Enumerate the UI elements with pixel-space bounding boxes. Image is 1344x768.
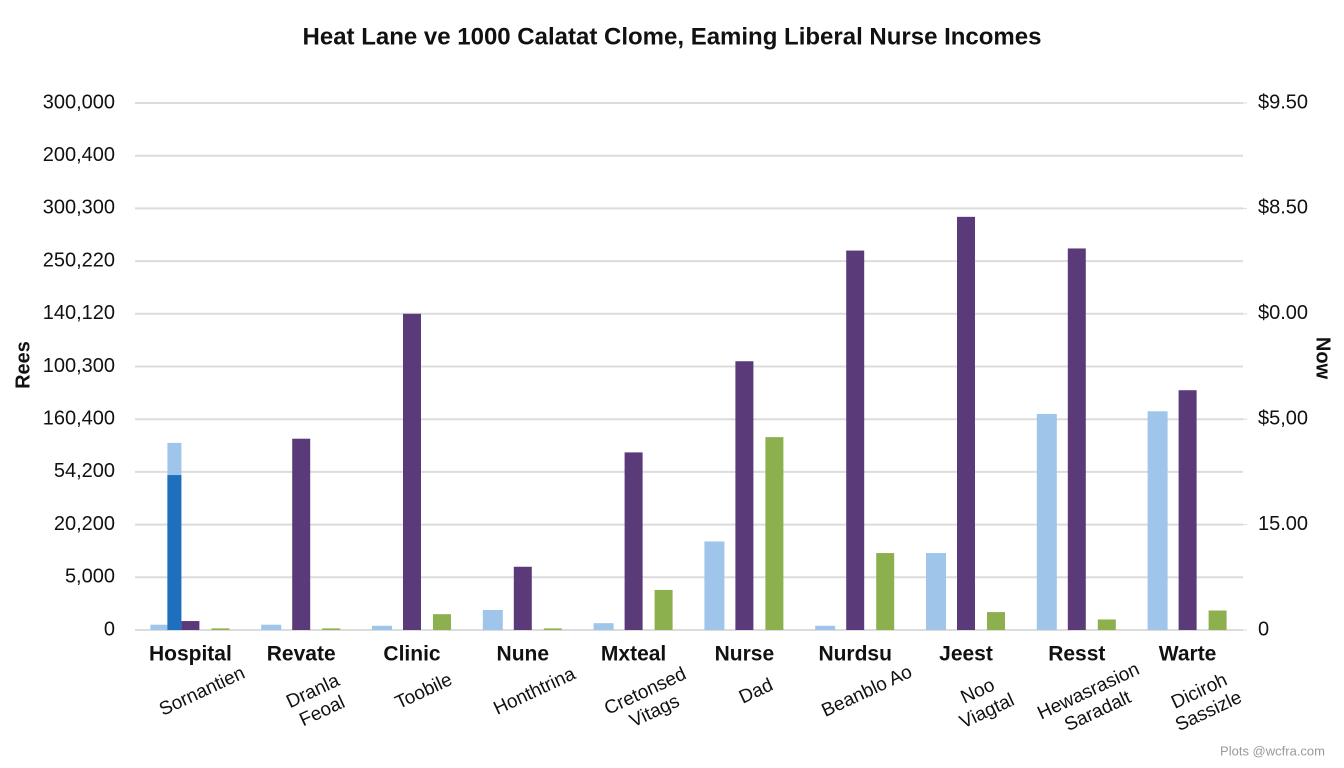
- x-sublabel: HewasrasionSaradalt: [1034, 659, 1152, 744]
- x-sublabel-line: Sornantien: [156, 663, 248, 721]
- x-tick-label: Jeest: [939, 643, 993, 666]
- bar: [1178, 390, 1197, 630]
- bar: [846, 250, 865, 630]
- y2-tick-label: $5,00: [1258, 407, 1308, 429]
- x-tick-label: Hospital: [149, 643, 232, 666]
- x-sublabel: CretonsedVitags: [601, 664, 699, 740]
- y-tick-label: 300,000: [43, 91, 115, 113]
- bar: [1036, 413, 1057, 630]
- bar: [876, 553, 895, 630]
- bar: [654, 589, 673, 630]
- bar: [433, 614, 451, 630]
- x-sublabel-line: Honthtrina: [490, 663, 579, 719]
- y-axis-label: Rees: [12, 341, 34, 389]
- x-tick-label: Clinic: [383, 643, 440, 666]
- bar: [211, 628, 230, 630]
- bar: [372, 625, 392, 630]
- x-sublabel-line: Dad: [736, 675, 776, 709]
- x-sublabel: NooViagtal: [947, 670, 1018, 733]
- x-sublabel: DranlaFeoal: [283, 670, 352, 733]
- x-tick-label: Warte: [1159, 643, 1217, 666]
- x-sublabel: Toobile: [392, 669, 455, 713]
- bar: [735, 361, 754, 630]
- bar: [957, 216, 975, 630]
- chart-title: Heat Lane ve 1000 Calatat Clome, Eaming …: [303, 23, 1042, 50]
- bar: [1097, 619, 1116, 630]
- x-tick-label: Nurse: [715, 643, 775, 666]
- x-sublabel: Beanblo Ao: [819, 662, 916, 722]
- x-tick-label: Nune: [497, 643, 550, 666]
- x-tick-label: Resst: [1048, 643, 1105, 666]
- bar: [815, 625, 836, 630]
- x-tick-label: Revate: [267, 643, 336, 666]
- x-sublabel: DicirohSassizle: [1163, 667, 1245, 736]
- bar: [704, 541, 725, 630]
- y-tick-label: 250,220: [43, 249, 115, 271]
- y-tick-label: 20,200: [54, 513, 115, 535]
- bar: [292, 438, 311, 630]
- bar: [482, 609, 503, 630]
- x-tick-label: Mxteal: [601, 643, 666, 666]
- watermark: Plots @wcfra.com: [1220, 743, 1325, 758]
- y2-tick-label: $9.50: [1258, 91, 1308, 113]
- bar: [513, 566, 532, 630]
- bar: [181, 621, 200, 630]
- y2-tick-label: 15.00: [1258, 513, 1308, 535]
- bar: [624, 452, 643, 630]
- y-tick-label: 5,000: [65, 566, 115, 588]
- x-sublabel: Dad: [736, 675, 776, 709]
- y2-tick-label: 0: [1258, 618, 1269, 640]
- x-sublabel-line: Beanblo Ao: [819, 662, 916, 722]
- y-tick-label: 300,300: [43, 197, 115, 219]
- bar: [765, 437, 784, 630]
- x-sublabel: Sornantien: [156, 663, 248, 721]
- bar: [403, 313, 421, 630]
- x-sublabel: Honthtrina: [490, 663, 579, 719]
- bar: [1147, 411, 1168, 630]
- y-tick-label: 0: [104, 618, 115, 640]
- x-tick-label: Nurdsu: [818, 643, 892, 666]
- bar: [261, 624, 282, 630]
- y-tick-label: 200,400: [43, 144, 115, 166]
- y-tick-label: 140,120: [43, 302, 115, 324]
- bar: [1208, 610, 1227, 630]
- y2-axis-label: Now: [1312, 337, 1334, 380]
- y-tick-label: 54,200: [54, 460, 115, 482]
- y-tick-label: 100,300: [43, 355, 115, 377]
- bar: [543, 628, 562, 630]
- bar: [987, 612, 1005, 630]
- bar: [593, 623, 614, 630]
- bar: [150, 624, 171, 630]
- bar: [926, 553, 946, 630]
- bar: [322, 628, 341, 630]
- bar: [167, 475, 182, 630]
- bar: [1067, 248, 1086, 630]
- y-tick-label: 160,400: [43, 407, 115, 429]
- x-sublabel-line: Toobile: [392, 669, 455, 713]
- y2-tick-label: $0.00: [1258, 302, 1308, 324]
- y2-tick-label: $8.50: [1258, 197, 1308, 219]
